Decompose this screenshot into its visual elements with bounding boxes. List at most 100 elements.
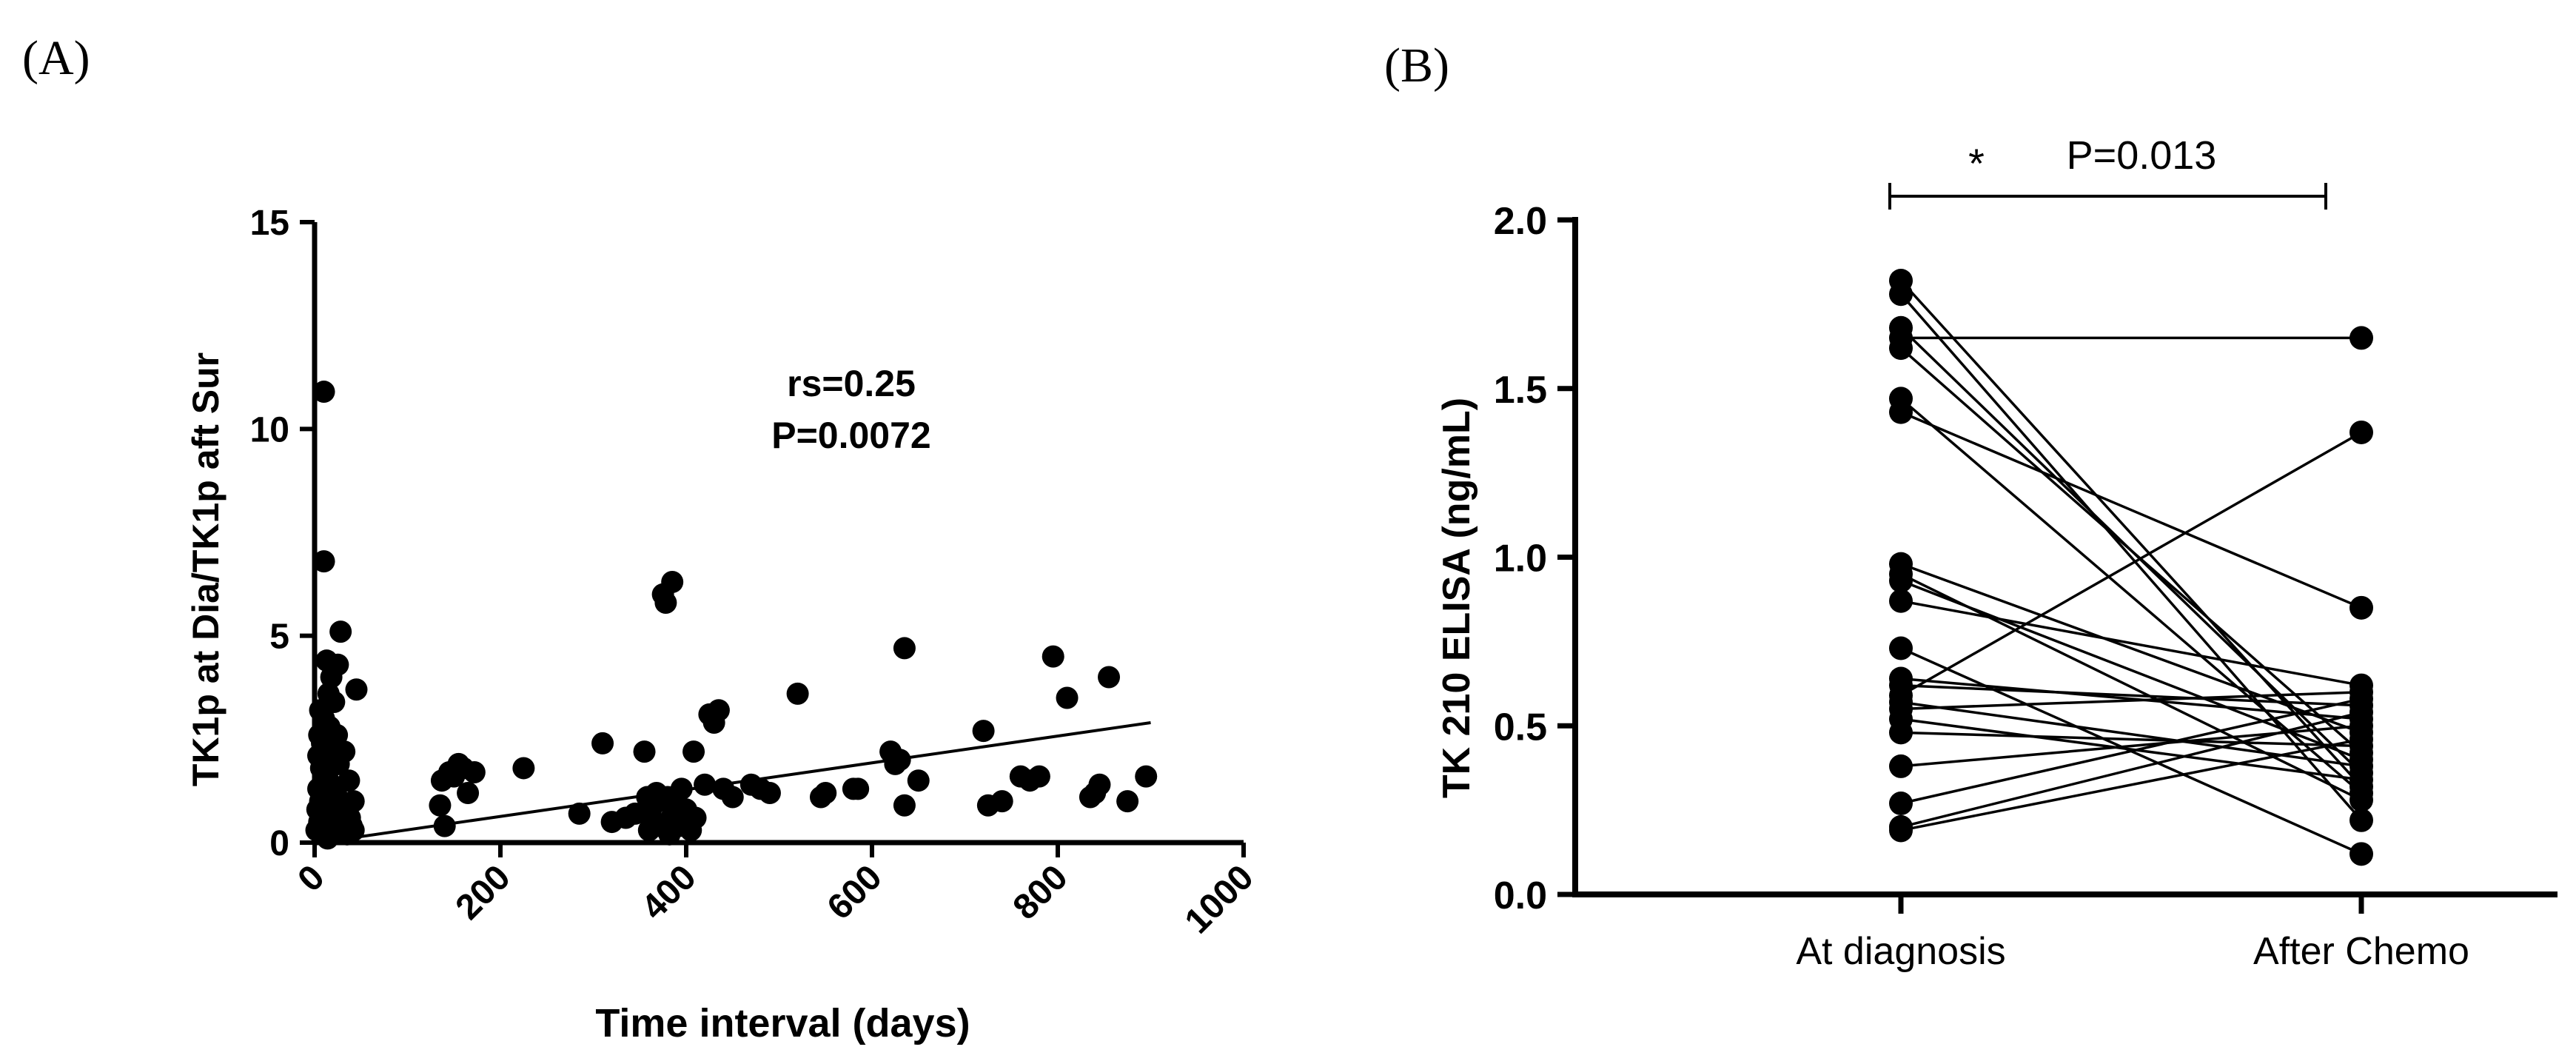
x-tick-label-a: 400	[634, 857, 704, 927]
scatter-point	[847, 777, 870, 800]
paired-line	[1900, 697, 2362, 805]
point-at-diagnosis	[1889, 818, 1913, 843]
point-after-chemo	[2349, 842, 2373, 866]
y-axis-title-a: TK1p at Dia/TK1p aft Sur	[185, 352, 227, 786]
scatter-point	[433, 814, 456, 837]
point-at-diagnosis	[1889, 636, 1913, 660]
x-tick-label-a: 0	[290, 857, 332, 899]
scatter-point	[694, 773, 717, 796]
point-after-chemo	[2349, 808, 2373, 832]
paired-line	[1899, 293, 2363, 821]
scatter-point	[786, 682, 809, 705]
scatter-point	[312, 550, 335, 573]
significance-star: *	[1968, 140, 1985, 187]
point-at-diagnosis	[1889, 400, 1913, 424]
point-at-diagnosis	[1889, 589, 1913, 613]
scatter-chart-a: 0 5 10 15 0 200 400 600 800 1000 TK1p at Dia/TK1…	[185, 204, 1261, 1045]
x-axis-title-a: Time interval (days)	[595, 1001, 970, 1045]
point-after-chemo	[2349, 788, 2373, 812]
scatter-point	[463, 761, 486, 784]
scatter-point	[758, 781, 781, 804]
scatter-point	[1056, 686, 1079, 709]
scatter-points	[305, 381, 1158, 850]
paired-points	[1889, 268, 2373, 866]
correlation-annotation: rs=0.25	[787, 363, 916, 404]
point-at-diagnosis	[1889, 569, 1913, 593]
scatter-point	[326, 723, 349, 746]
paired-line	[1900, 677, 2362, 720]
y-ticks-b: 0.0 0.5 1.0 1.5 2.0	[1494, 200, 1575, 917]
scatter-point	[990, 790, 1013, 813]
point-at-diagnosis	[1889, 282, 1913, 307]
y-tick-label-b: 1.5	[1494, 369, 1547, 412]
x-tick-label-a: 1000	[1178, 857, 1261, 941]
scatter-point	[1088, 773, 1111, 796]
point-after-chemo	[2349, 727, 2373, 752]
y-tick-label-a: 0	[269, 824, 289, 863]
point-after-chemo	[2349, 326, 2373, 350]
y-tick-label-a: 10	[250, 410, 289, 449]
scatter-point	[312, 381, 335, 404]
paired-line	[1900, 737, 2362, 832]
scatter-point	[326, 653, 349, 676]
paired-line	[1900, 717, 2362, 781]
scatter-point	[633, 740, 656, 763]
y-ticks-a: 0 5 10 15	[250, 204, 315, 863]
y-tick-label-b: 0.5	[1494, 706, 1547, 749]
paired-line	[1900, 579, 2362, 761]
scatter-point	[893, 794, 916, 817]
y-tick-label-b: 1.0	[1494, 538, 1547, 580]
y-tick-label-b: 0.0	[1494, 874, 1547, 917]
x-tick-label-a: 200	[449, 857, 518, 927]
scatter-point	[591, 732, 614, 754]
x-ticks-a: 0 200 400 600 800 1000	[290, 843, 1261, 941]
scatter-point	[323, 691, 346, 714]
scatter-point	[342, 790, 365, 813]
panel-label-b: (B)	[1384, 39, 1449, 93]
y-tick-label-a: 5	[269, 618, 289, 657]
scatter-point	[329, 620, 352, 643]
scatter-point	[345, 678, 368, 701]
category-label-at-diagnosis: At diagnosis	[1796, 930, 2005, 973]
paired-line	[1900, 711, 2362, 829]
x-tick-label-a: 600	[820, 857, 890, 927]
scatter-point	[707, 699, 730, 722]
x-ticks-b	[1898, 894, 2364, 914]
point-at-diagnosis	[1889, 336, 1913, 361]
scatter-point	[684, 806, 707, 829]
point-after-chemo	[2349, 700, 2373, 725]
paired-line	[1900, 690, 2362, 711]
paired-line	[1900, 411, 2362, 609]
scatter-point	[568, 802, 591, 825]
paired-line	[1900, 431, 2362, 697]
point-after-chemo	[2349, 595, 2373, 620]
scatter-point	[814, 781, 837, 804]
paired-line	[1900, 683, 2362, 707]
scatter-point	[972, 720, 995, 743]
p-value-annotation-b: P=0.013	[2067, 133, 2217, 178]
scatter-point	[721, 786, 744, 809]
scatter-point	[654, 591, 677, 614]
category-label-after-chemo: After Chemo	[2253, 930, 2469, 973]
scatter-point	[1027, 765, 1050, 788]
significance-bracket	[1888, 183, 2327, 210]
x-tick-label-a: 800	[1006, 857, 1076, 927]
scatter-point	[512, 757, 535, 780]
scatter-point	[893, 637, 916, 660]
scatter-point	[1116, 790, 1139, 813]
paired-line	[1900, 724, 2362, 768]
paired-chart-b: 0.0 0.5 1.0 1.5 2.0 TK 210 ELISA (ng/mL) At …	[1435, 133, 2557, 973]
scatter-point	[333, 740, 356, 763]
scatter-point	[338, 769, 360, 792]
point-at-diagnosis	[1889, 792, 1913, 816]
point-at-diagnosis	[1889, 720, 1913, 745]
point-after-chemo	[2349, 768, 2373, 792]
paired-line	[1900, 562, 2362, 735]
y-tick-label-b: 2.0	[1494, 200, 1547, 243]
panel-label-a: (A)	[22, 31, 90, 85]
p-value-annotation-a: P=0.0072	[771, 415, 930, 456]
paired-line	[1900, 599, 2362, 687]
paired-line	[1899, 398, 2363, 794]
